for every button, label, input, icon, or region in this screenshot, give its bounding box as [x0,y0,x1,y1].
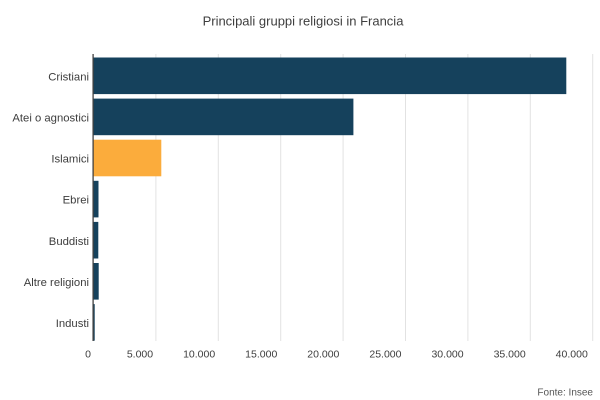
svg-text:Cristiani: Cristiani [48,71,89,83]
svg-text:0: 0 [85,349,91,361]
svg-text:40.000: 40.000 [556,349,588,361]
svg-text:10.000: 10.000 [183,349,215,361]
svg-text:Fonte: Insee: Fonte: Insee [537,388,593,399]
svg-text:Islamici: Islamici [51,154,89,166]
svg-text:Buddisti: Buddisti [49,236,89,248]
svg-text:Industi: Industi [56,318,89,330]
svg-text:5.000: 5.000 [127,349,153,361]
svg-text:Atei o agnostici: Atei o agnostici [12,113,89,125]
svg-text:30.000: 30.000 [431,349,463,361]
svg-text:20.000: 20.000 [307,349,339,361]
svg-text:Ebrei: Ebrei [63,195,89,207]
svg-text:25.000: 25.000 [369,349,401,361]
svg-text:Altre religioni: Altre religioni [24,277,89,289]
svg-text:35.000: 35.000 [494,349,526,361]
svg-text:15.000: 15.000 [245,349,277,361]
svg-text:Principali gruppi religiosi in: Principali gruppi religiosi in Francia [203,13,405,28]
